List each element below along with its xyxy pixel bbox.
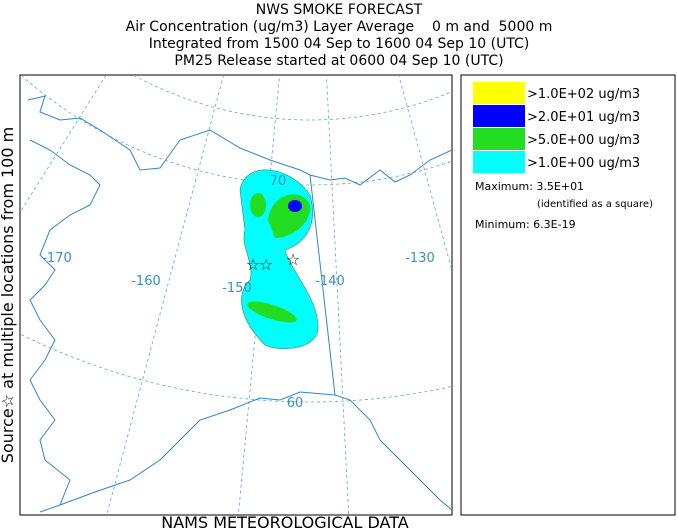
legend-label: >1.0E+02 ug/m3 bbox=[527, 87, 640, 102]
source-label: Source☆ at multiple locations from 100 m bbox=[0, 127, 17, 463]
legend-label: >5.0E+00 ug/m3 bbox=[527, 133, 640, 148]
plume-green bbox=[247, 301, 297, 323]
longitude-label: -140 bbox=[315, 274, 345, 289]
maximum-note: (identified as a square) bbox=[537, 199, 653, 210]
subtitle-line: PM25 Release started at 0600 04 Sep 10 (… bbox=[174, 53, 503, 69]
subtitle-line: Integrated from 1500 04 Sep to 1600 04 S… bbox=[149, 36, 530, 52]
longitude-label: -170 bbox=[42, 251, 72, 266]
legend-label: >1.0E+00 ug/m3 bbox=[527, 156, 640, 171]
subtitle-line: Air Concentration (ug/m3) Layer Average … bbox=[126, 19, 553, 35]
longitude-label: -150 bbox=[222, 281, 252, 296]
title: NWS SMOKE FORECAST bbox=[256, 2, 423, 18]
graticule bbox=[21, 76, 451, 514]
legend-swatch bbox=[473, 151, 525, 173]
legend-label: >2.0E+01 ug/m3 bbox=[527, 110, 640, 125]
maximum: Maximum: 3.5E+01 bbox=[475, 180, 584, 193]
longitude-label: -130 bbox=[405, 251, 435, 266]
legend-frame bbox=[460, 74, 676, 516]
longitude-label: -160 bbox=[131, 274, 161, 289]
legend-swatch bbox=[473, 82, 525, 104]
plume-blue bbox=[288, 200, 302, 212]
footer: NAMS METEOROLOGICAL DATA bbox=[161, 513, 409, 532]
legend-swatch bbox=[473, 105, 525, 127]
plume-green bbox=[250, 193, 266, 217]
latitude-label: 70 bbox=[270, 174, 287, 189]
latitude-label: 60 bbox=[287, 396, 304, 411]
source-markers: ☆ ☆ ☆ bbox=[246, 250, 300, 274]
coastline bbox=[27, 95, 451, 513]
legend-swatch bbox=[473, 128, 525, 150]
minimum: Minimum: 6.3E-19 bbox=[475, 218, 576, 231]
source-star: ☆ bbox=[286, 250, 300, 269]
source-star: ☆ bbox=[259, 255, 273, 274]
source-star: ☆ bbox=[246, 255, 260, 274]
map-frame bbox=[19, 74, 453, 516]
legend: >1.0E+02 ug/m3 >2.0E+01 ug/m3 >5.0E+00 ug/… bbox=[473, 82, 640, 173]
